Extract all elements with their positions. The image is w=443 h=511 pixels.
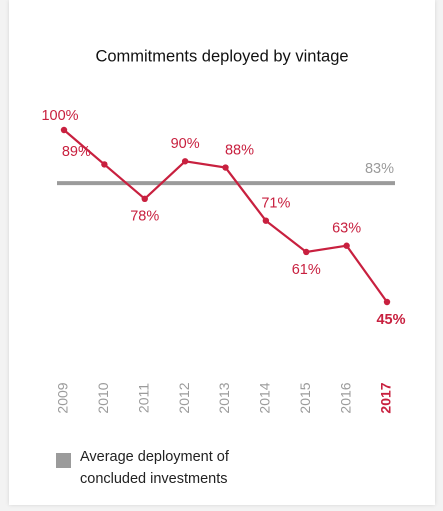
legend-swatch	[56, 453, 71, 468]
data-label: 45%	[376, 312, 405, 328]
x-tick-label: 2012	[176, 382, 192, 413]
data-label: 61%	[292, 262, 321, 278]
data-label: 90%	[171, 136, 200, 152]
x-tick-label: 2015	[297, 382, 313, 413]
x-tick-label: 2016	[337, 382, 353, 413]
data-point	[101, 161, 108, 168]
data-point	[262, 217, 270, 224]
data-label: 89%	[62, 144, 91, 160]
legend-label: Average deployment of concluded investme…	[80, 449, 229, 487]
data-point	[181, 158, 189, 165]
data-point	[343, 242, 350, 249]
average-label: 83%	[365, 161, 394, 177]
x-tick-label: 2017	[378, 382, 394, 413]
data-label: 78%	[130, 209, 159, 225]
x-tick-label: 2011	[135, 383, 151, 413]
x-tick-label: 2010	[95, 382, 111, 413]
chart-title: Commitments deployed by vintage	[95, 47, 348, 65]
data-point	[60, 126, 68, 134]
data-label: 71%	[261, 196, 290, 212]
data-point	[141, 195, 148, 202]
data-point	[222, 164, 229, 171]
data-label: 88%	[225, 142, 254, 158]
data-point	[383, 298, 391, 306]
card	[9, 0, 435, 505]
data-point	[303, 248, 310, 256]
data-label: 100%	[41, 108, 78, 124]
x-tick-label: 2014	[257, 382, 273, 413]
x-tick-label: 2013	[216, 382, 232, 413]
x-tick-label: 2009	[55, 382, 71, 413]
data-label: 63%	[332, 221, 361, 237]
